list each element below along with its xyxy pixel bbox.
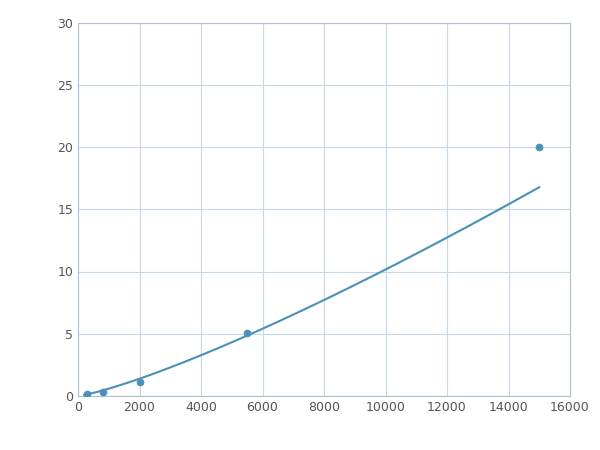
Point <box>535 144 544 151</box>
Point <box>134 379 145 386</box>
Point <box>242 329 252 336</box>
Point <box>82 390 92 397</box>
Point <box>98 389 107 396</box>
